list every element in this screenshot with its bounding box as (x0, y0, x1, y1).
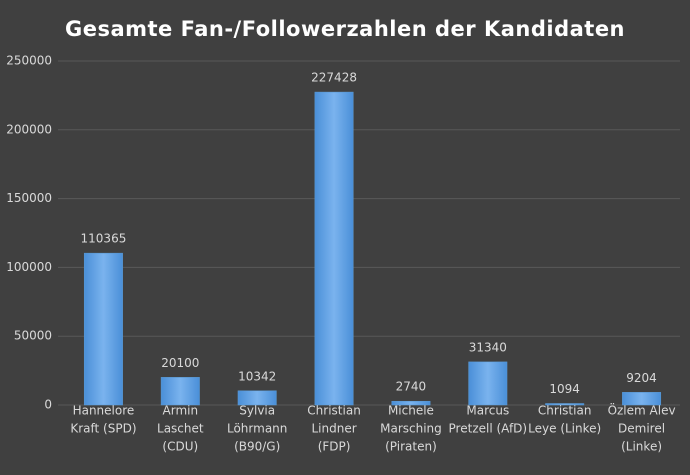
bar (160, 377, 200, 406)
data-label: 10342 (238, 369, 276, 383)
y-tick-label: 50000 (14, 329, 52, 343)
x-tick-label: Lindner (311, 422, 356, 436)
bar (391, 400, 431, 406)
data-label: 9204 (626, 371, 657, 385)
x-tick-label: Pretzell (AfD) (449, 422, 528, 436)
x-tick-label: Marsching (380, 422, 442, 436)
x-tick-label: Laschet (157, 422, 204, 436)
x-tick-label: Christian (538, 404, 592, 418)
x-tick-label: (Piraten) (385, 440, 437, 454)
x-tick-label: (B90/G) (234, 440, 280, 454)
x-tick-label: (Linke) (621, 440, 662, 454)
x-tick-label: Leye (Linke) (528, 422, 601, 436)
bar (545, 403, 585, 406)
y-tick-label: 0 (44, 398, 52, 412)
x-tick-label: Löhrmann (227, 422, 287, 436)
y-tick-label: 150000 (6, 191, 52, 205)
x-tick-label: Kraft (SPD) (70, 422, 136, 436)
bar (237, 390, 277, 406)
y-tick-label: 200000 (6, 122, 52, 136)
bar (468, 361, 508, 406)
data-label: 20100 (161, 356, 199, 370)
y-tick-label: 250000 (6, 54, 52, 68)
x-tick-label: Demirel (618, 422, 665, 436)
data-label: 227428 (311, 71, 357, 85)
x-tick-label: (CDU) (162, 440, 198, 454)
x-tick-label: Christian (307, 404, 361, 418)
x-tick-label: (FDP) (318, 440, 351, 454)
chart-title: Gesamte Fan-/Followerzahlen der Kandidat… (65, 17, 625, 41)
x-tick-label: Sylvia (239, 404, 275, 418)
bar (83, 252, 123, 406)
x-tick-label: Armin (163, 404, 199, 418)
data-label: 110365 (81, 232, 127, 246)
bar (622, 392, 662, 406)
x-tick-label: Michele (388, 404, 434, 418)
data-label: 2740 (396, 380, 427, 394)
data-label: 31340 (469, 340, 507, 354)
data-label: 1094 (549, 382, 580, 396)
bar (314, 91, 354, 406)
x-tick-label: Özlem Alev (608, 402, 676, 418)
x-tick-label: Hannelore (73, 404, 135, 418)
x-tick-label: Marcus (466, 404, 509, 418)
y-tick-label: 100000 (6, 260, 52, 274)
